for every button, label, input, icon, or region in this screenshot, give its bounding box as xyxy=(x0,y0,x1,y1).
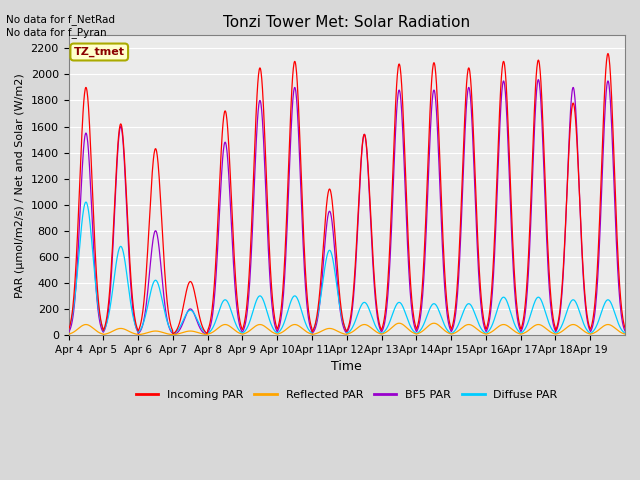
X-axis label: Time: Time xyxy=(332,360,362,373)
Text: No data for f_NetRad
No data for f_Pyran: No data for f_NetRad No data for f_Pyran xyxy=(6,14,115,38)
Y-axis label: PAR (μmol/m2/s) / Net and Solar (W/m2): PAR (μmol/m2/s) / Net and Solar (W/m2) xyxy=(15,73,25,298)
Text: TZ_tmet: TZ_tmet xyxy=(74,47,125,57)
Title: Tonzi Tower Met: Solar Radiation: Tonzi Tower Met: Solar Radiation xyxy=(223,15,470,30)
Legend: Incoming PAR, Reflected PAR, BF5 PAR, Diffuse PAR: Incoming PAR, Reflected PAR, BF5 PAR, Di… xyxy=(131,385,562,404)
